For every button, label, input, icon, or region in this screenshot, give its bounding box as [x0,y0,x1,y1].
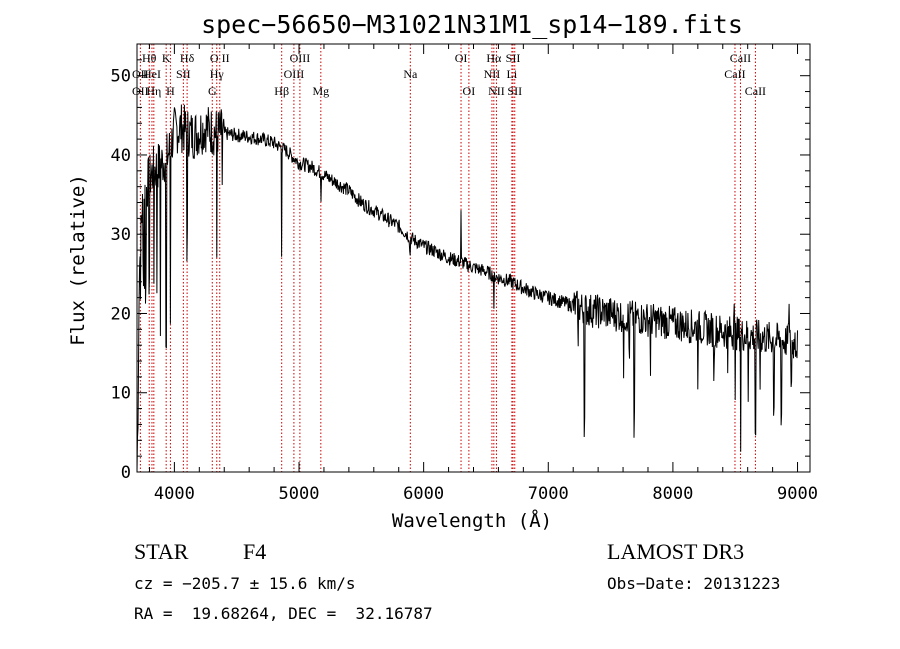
y-axis: 0 10 20 30 40 50 [111,43,810,483]
x-axis-label: Wavelength (Å) [392,509,552,532]
x-tick-label: 4000 [154,484,195,504]
line-label: Hβ [274,84,289,98]
survey-name: LAMOST DR3 [607,539,745,564]
y-tick-label: 40 [111,146,131,166]
object-subclass: F4 [243,539,267,564]
line-label: OI [463,84,476,98]
observation-date: Obs−Date: 20131223 [607,574,781,593]
x-tick-label: 5000 [279,484,320,504]
line-label: HeI [143,67,161,81]
y-axis-label: Flux (relative) [67,174,89,346]
y-tick-label: 20 [111,304,131,324]
redshift-velocity: cz = −205.7 ± 15.6 km/s [134,574,356,593]
line-label: Mg [312,84,329,98]
line-label: CaII [724,67,745,81]
line-label: G [208,84,217,98]
y-tick-label: 30 [111,225,131,245]
line-label: SII [176,67,191,81]
line-label: Hη [146,84,161,98]
line-label: NII [488,84,505,98]
line-label: CaII [730,51,751,65]
object-class: STAR [134,539,189,564]
line-label: Na [403,67,418,81]
line-label: CaII [745,84,766,98]
chart-title: spec−56650−M31021N31M1_sp14−189.fits [201,10,743,39]
line-label: OI [455,51,468,65]
line-label: OII [132,84,149,98]
line-markers [139,44,756,472]
line-label: Hα [486,51,502,65]
line-label: SII [506,51,521,65]
line-label: NII [484,67,501,81]
plot-frame [136,43,811,473]
line-label: H [166,84,175,98]
line-label: Li [507,67,518,81]
line-label: SII [507,84,522,98]
line-label: Hθ [142,51,157,65]
x-tick-label: 6000 [403,484,444,504]
line-label: OII [132,67,149,81]
x-tick-label: 8000 [652,484,693,504]
x-axis: 4000 5000 6000 7000 8000 9000 [148,44,818,504]
spectrum-series [136,104,798,473]
line-label: O II [210,51,230,65]
line-label: OIII [290,51,311,65]
x-tick-label: 9000 [777,484,818,504]
y-tick-label: 50 [111,67,131,87]
x-tick-label: 7000 [528,484,569,504]
coordinates: RA = 19.68264, DEC = 32.16787 [134,604,433,623]
line-label: Hγ [210,67,225,81]
line-label: OIII [284,67,305,81]
line-label: Hδ [180,51,195,65]
y-tick-label: 0 [121,463,131,483]
line-label: K [162,51,171,65]
y-tick-label: 10 [111,384,131,404]
